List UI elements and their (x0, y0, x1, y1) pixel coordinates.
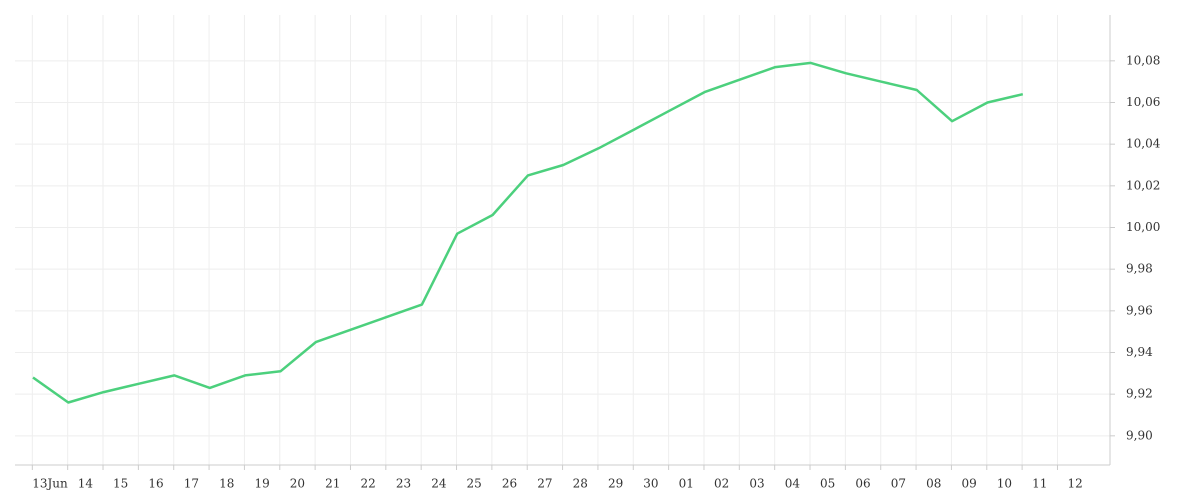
x-tick-label: 18 (219, 477, 234, 491)
x-tick-label: 25 (467, 477, 482, 491)
line-series (32, 61, 1024, 404)
x-tick-label: 05 (820, 477, 835, 491)
x-tick-label: 30 (643, 477, 658, 491)
x-tick-label: 13Jun (32, 477, 68, 491)
x-tick-label: 09 (961, 477, 976, 491)
x-tick-label: 15 (113, 477, 128, 491)
x-tick-label: 16 (148, 477, 163, 491)
x-tick-label: 14 (78, 477, 94, 491)
x-tick-label: 10 (997, 477, 1012, 491)
x-tick-label: 22 (361, 477, 376, 491)
x-tick-label: 19 (254, 477, 269, 491)
x-tick-label: 07 (891, 477, 906, 491)
y-tick-label: 10,04 (1126, 137, 1161, 151)
x-tick-label: 11 (1032, 477, 1047, 491)
y-tick-label: 9,94 (1126, 345, 1153, 359)
y-tick-label: 10,08 (1126, 53, 1160, 67)
x-tick-label: 29 (608, 477, 623, 491)
x-tick-label: 08 (926, 477, 941, 491)
x-tick-label: 17 (184, 477, 199, 491)
y-tick-label: 10,00 (1126, 220, 1160, 234)
y-tick-label: 10,06 (1126, 95, 1160, 109)
x-tick-label: 28 (573, 477, 588, 491)
y-tick-label: 9,92 (1126, 387, 1153, 401)
x-tick-label: 02 (714, 477, 729, 491)
x-tick-label: 27 (537, 477, 552, 491)
x-tick-label: 04 (785, 477, 801, 491)
x-tick-label: 26 (502, 477, 517, 491)
y-tick-label: 10,02 (1126, 178, 1160, 192)
x-tick-label: 06 (855, 477, 870, 491)
x-tick-label: 21 (325, 477, 340, 491)
y-tick-label: 9,98 (1126, 262, 1153, 276)
x-tick-label: 01 (679, 477, 694, 491)
y-tick-label: 9,90 (1126, 428, 1153, 442)
x-tick-label: 03 (749, 477, 764, 491)
x-tick-label: 23 (396, 477, 411, 491)
x-tick-label: 12 (1068, 477, 1083, 491)
y-tick-label: 9,96 (1126, 303, 1153, 317)
x-tick-label: 20 (290, 477, 305, 491)
x-tick-label: 24 (431, 477, 447, 491)
